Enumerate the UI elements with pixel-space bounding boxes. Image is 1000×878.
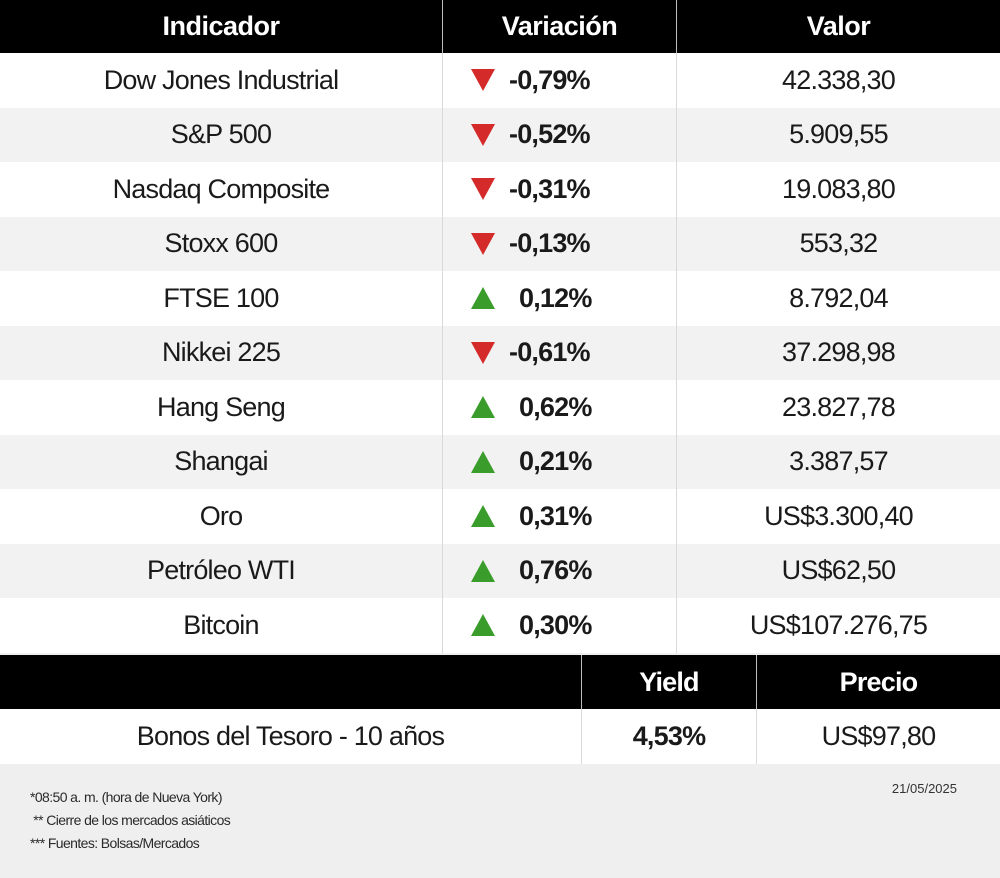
variation-cell: 0,31% [443,489,677,544]
header-indicador: Indicador [0,0,443,53]
table-row: Oro 0,31% US$3.300,40 [0,489,1000,544]
triangle-up-icon [471,559,495,582]
variation-value: -0,31% [509,173,591,204]
bond-yield: 4,53% [582,709,757,764]
table-row: Bonos del Tesoro - 10 años 4,53% US$97,8… [0,709,1000,764]
triangle-up-icon [471,450,495,473]
bond-table: Yield Precio Bonos del Tesoro - 10 años … [0,655,1000,764]
footnotes: *08:50 a. m. (hora de Nueva York) ** Cie… [30,786,231,855]
triangle-down-icon [471,178,495,201]
indicator-value: 37.298,98 [782,337,896,368]
variation-value: 0,31% [519,500,592,531]
table-row: Nasdaq Composite -0,31% 19.083,80 [0,162,1000,217]
indicator-name: S&P 500 [0,107,443,162]
variation-cell: 0,30% [443,598,677,653]
triangle-down-icon [471,341,495,364]
variation-cell: 0,62% [443,380,677,435]
table-row: Hang Seng 0,62% 23.827,78 [0,380,1000,435]
variation-cell: -0,61% [443,325,677,380]
triangle-up-icon [471,287,495,310]
table-row: S&P 500 -0,52% 5.909,55 [0,107,1000,162]
triangle-up-icon [471,396,495,419]
table-row: Shangai 0,21% 3.387,57 [0,434,1000,489]
variation-value: 0,62% [519,391,592,422]
footnote: *08:50 a. m. (hora de Nueva York) [30,789,222,805]
header-valor: Valor [806,11,871,41]
triangle-up-icon [471,505,495,528]
market-indicators-table: Indicador Variación Valor Dow Jones Indu… [0,0,1000,653]
triangle-up-icon [471,614,495,637]
table-row: Nikkei 225 -0,61% 37.298,98 [0,325,1000,380]
table-row: Bitcoin 0,30% US$107.276,75 [0,598,1000,653]
triangle-down-icon [471,69,495,92]
indicator-name: Shangai [0,434,443,489]
table-row: FTSE 100 0,12% 8.792,04 [0,271,1000,326]
indicator-name: Petróleo WTI [0,543,443,598]
header-variacion: Variación [443,0,677,53]
triangle-down-icon [471,232,495,255]
indicator-value: 553,32 [799,228,879,259]
indicator-value: 23.827,78 [782,391,896,422]
table-row: Dow Jones Industrial -0,79% 42.338,30 [0,53,1000,108]
variation-value: -0,79% [509,64,591,95]
bond-table-header: Yield Precio [0,655,1000,709]
indicator-name: Oro [0,489,443,544]
indicator-value: 8.792,04 [789,282,889,313]
variation-value: -0,13% [509,228,591,259]
variation-cell: -0,31% [443,162,677,217]
table-row: Petróleo WTI 0,76% US$62,50 [0,543,1000,598]
indicator-name: Nasdaq Composite [0,162,443,217]
indicator-value: US$3.300,40 [764,500,914,531]
header-precio: Precio [839,666,919,697]
indicator-value: US$107.276,75 [749,609,928,640]
variation-cell: -0,52% [443,107,677,162]
indicator-name: Nikkei 225 [0,325,443,380]
table-row: Stoxx 600 -0,13% 553,32 [0,216,1000,271]
indicator-value: 42.338,30 [782,64,896,95]
indicator-name: FTSE 100 [0,271,443,326]
variation-cell: 0,76% [443,543,677,598]
bond-label: Bonos del Tesoro - 10 años [0,709,582,764]
indicator-value: US$62,50 [781,555,897,586]
variation-value: 0,12% [519,282,592,313]
variation-value: 0,30% [519,609,592,640]
variation-value: 0,76% [519,555,592,586]
variation-cell: -0,13% [443,216,677,271]
footnote: *** Fuentes: Bolsas/Mercados [30,835,200,851]
header-yield: Yield [582,655,757,709]
date-label: 21/05/2025 [891,781,957,796]
indicator-value: 19.083,80 [782,173,896,204]
variation-cell: 0,12% [443,271,677,326]
indicator-value: 3.387,57 [789,446,889,477]
indicator-name: Dow Jones Industrial [0,53,443,108]
footnote: ** Cierre de los mercados asiáticos [30,812,231,828]
table-header: Indicador Variación Valor [0,0,1000,53]
indicator-name: Bitcoin [0,598,443,653]
triangle-down-icon [471,123,495,146]
variation-value: -0,61% [509,337,591,368]
indicator-name: Hang Seng [0,380,443,435]
indicator-value: 5.909,55 [789,119,889,150]
bond-price: US$97,80 [821,721,937,751]
header-blank [0,655,582,709]
variation-value: -0,52% [509,119,591,150]
variation-value: 0,21% [519,446,592,477]
variation-cell: 0,21% [443,434,677,489]
variation-cell: -0,79% [443,53,677,108]
indicator-name: Stoxx 600 [0,216,443,271]
